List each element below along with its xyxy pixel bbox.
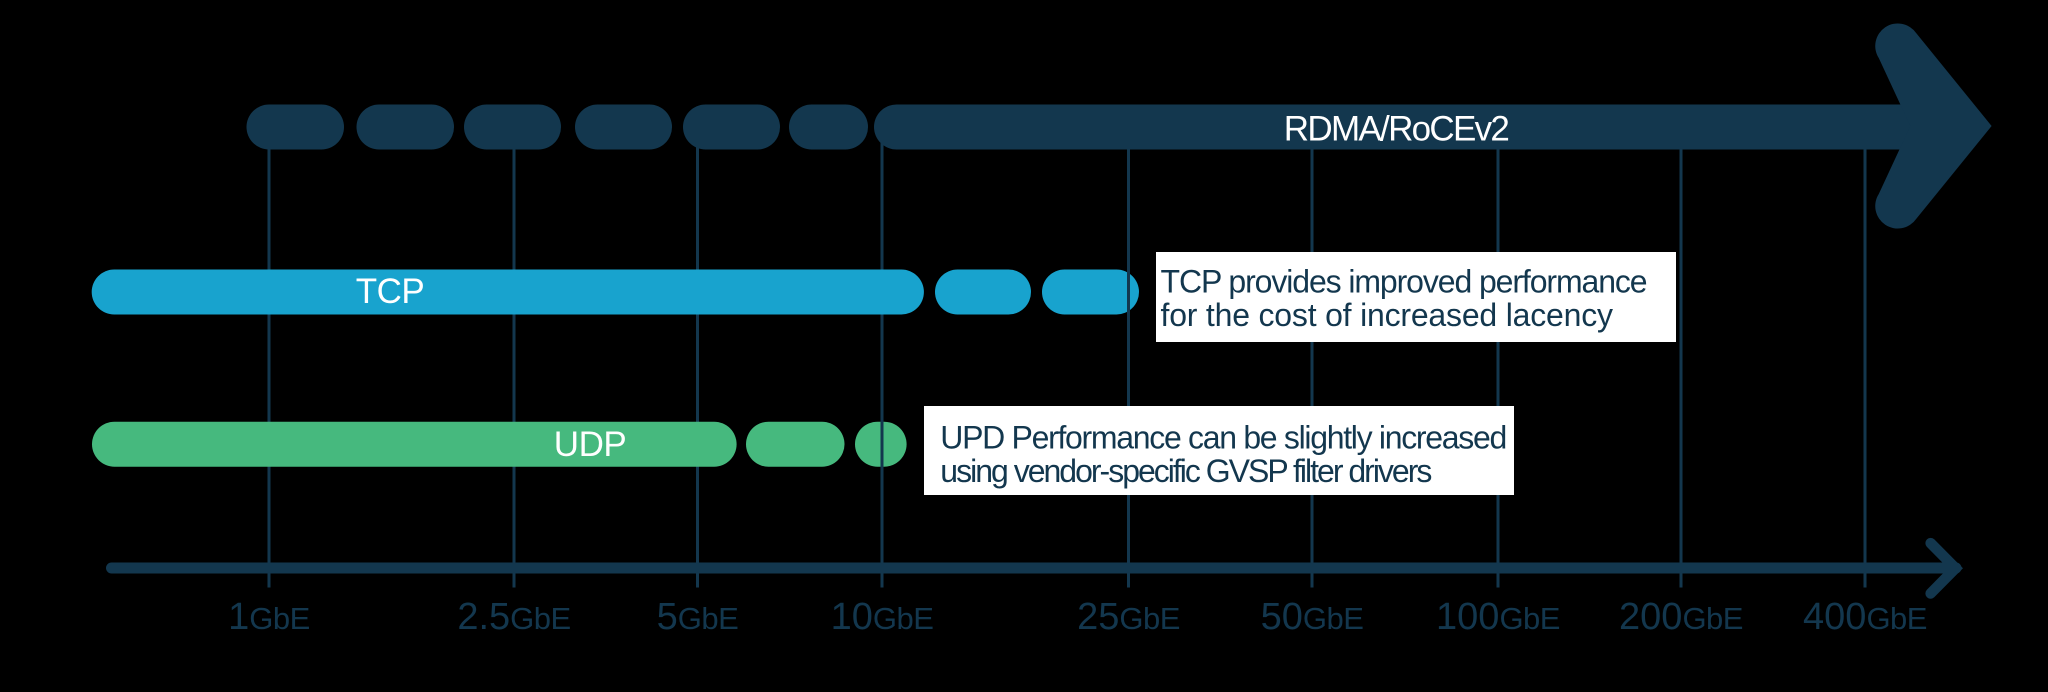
svg-text:50GbE: 50GbE (1261, 596, 1364, 638)
svg-text:10GbE: 10GbE (831, 596, 934, 638)
svg-text:200GbE: 200GbE (1619, 596, 1743, 638)
svg-text:5GbE: 5GbE (657, 596, 739, 638)
svg-text:TCP: TCP (356, 272, 425, 311)
svg-text:UPD Performance can be slightl: UPD Performance can be slightly increase… (940, 419, 1506, 455)
svg-text:using vendor-specific GVSP fil: using vendor-specific GVSP filter driver… (940, 453, 1431, 489)
svg-text:2.5GbE: 2.5GbE (457, 596, 570, 638)
svg-text:25GbE: 25GbE (1077, 596, 1180, 638)
svg-text:RDMA/RoCEv2: RDMA/RoCEv2 (1284, 109, 1509, 148)
svg-text:1GbE: 1GbE (228, 596, 310, 638)
svg-text:400GbE: 400GbE (1803, 596, 1927, 638)
svg-text:TCP provides improved performa: TCP provides improved performance (1161, 264, 1647, 300)
svg-text:100GbE: 100GbE (1436, 596, 1560, 638)
svg-text:for the cost of increased lace: for the cost of increased lacency (1161, 297, 1614, 333)
svg-text:UDP: UDP (554, 425, 626, 464)
